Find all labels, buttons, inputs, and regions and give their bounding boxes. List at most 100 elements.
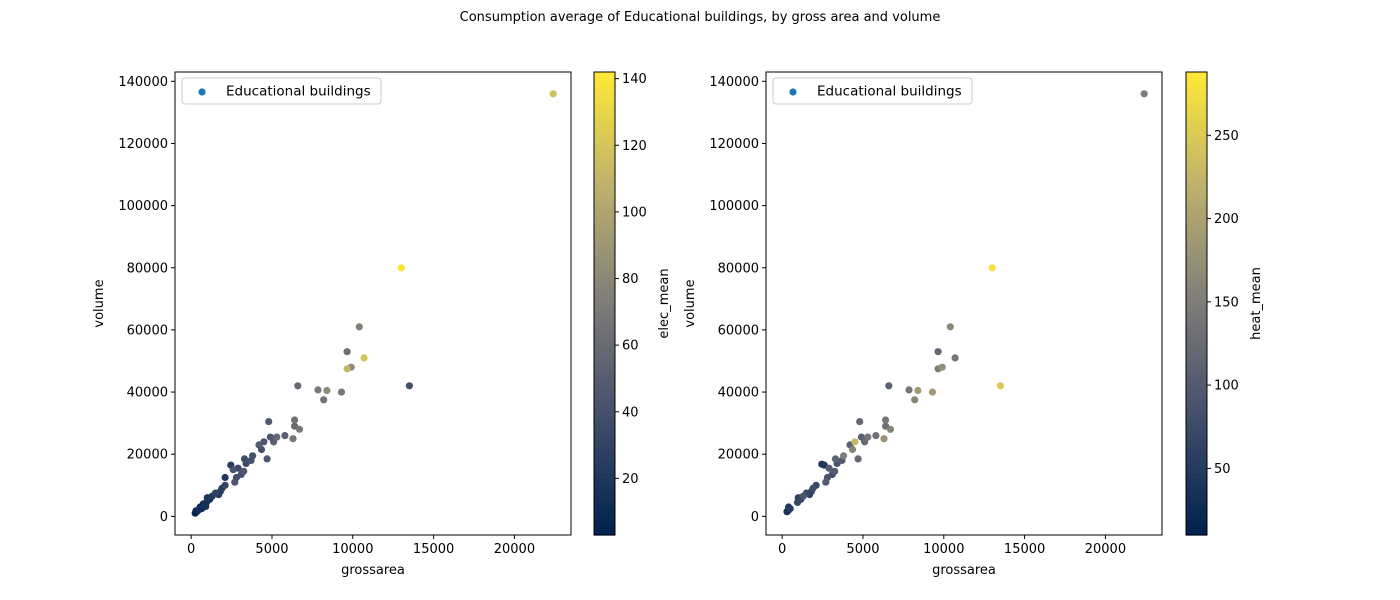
colorbar-segment bbox=[1186, 257, 1207, 263]
colorbar-segment bbox=[594, 468, 615, 474]
data-point bbox=[195, 505, 203, 514]
colorbar-segment bbox=[594, 97, 615, 104]
colorbar-segment bbox=[1186, 282, 1207, 289]
colorbar-segment bbox=[594, 421, 615, 428]
colorbar-segment bbox=[594, 524, 615, 531]
colorbar-segment bbox=[594, 318, 615, 325]
colorbar-tick-label: 100 bbox=[1214, 379, 1239, 394]
colorbar-segment bbox=[594, 411, 615, 418]
colorbar-segment bbox=[594, 154, 615, 161]
colorbar-segment bbox=[594, 221, 615, 227]
x-tick-label: 5000 bbox=[846, 542, 879, 557]
colorbar-segment bbox=[594, 354, 615, 361]
y-tick-label: 120000 bbox=[118, 137, 168, 152]
colorbar-segment bbox=[1186, 354, 1207, 361]
x-tick-label: 20000 bbox=[1085, 542, 1126, 557]
colorbar-segment bbox=[594, 252, 615, 258]
y-tick-label: 20000 bbox=[718, 448, 759, 463]
data-point bbox=[265, 418, 273, 426]
legend-label: Educational buildings bbox=[226, 84, 371, 100]
data-point bbox=[882, 416, 890, 424]
colorbar-segment bbox=[594, 396, 615, 402]
colorbar-segment bbox=[1186, 483, 1207, 490]
y-tick-label: 140000 bbox=[709, 75, 759, 90]
colorbar-segment bbox=[594, 324, 615, 330]
colorbar-tick-label: 200 bbox=[1214, 212, 1239, 227]
colorbar-segment bbox=[1186, 437, 1207, 443]
colorbar-segment bbox=[594, 108, 615, 114]
data-point bbox=[255, 441, 263, 449]
colorbar-segment bbox=[1186, 318, 1207, 325]
colorbar-segment bbox=[594, 226, 615, 233]
data-point bbox=[355, 323, 363, 331]
colorbar-segment bbox=[594, 344, 615, 351]
colorbar-segment bbox=[1186, 236, 1207, 243]
data-point bbox=[872, 432, 880, 440]
legend-box bbox=[181, 77, 382, 105]
legend-marker bbox=[789, 88, 797, 96]
colorbar-label: heat_mean bbox=[1249, 267, 1264, 340]
colorbar-segment bbox=[594, 349, 615, 356]
data-point bbox=[864, 433, 872, 441]
colorbar-segment bbox=[594, 128, 615, 135]
colorbar-segment bbox=[594, 272, 615, 279]
colorbar-segment bbox=[1186, 406, 1207, 413]
colorbar-label: elec_mean bbox=[657, 268, 672, 338]
colorbar-tick-label: 150 bbox=[1214, 295, 1239, 310]
colorbar-segment bbox=[594, 432, 615, 438]
colorbar-segment bbox=[1186, 277, 1207, 284]
colorbar-segment bbox=[1186, 118, 1207, 125]
data-point bbox=[938, 363, 946, 371]
colorbar-segment bbox=[594, 365, 615, 371]
colorbar-segment bbox=[1186, 164, 1207, 171]
colorbar-segment bbox=[1186, 303, 1207, 310]
y-tick-label: 0 bbox=[160, 510, 168, 525]
data-point bbox=[886, 425, 895, 433]
colorbar-segment bbox=[1186, 519, 1207, 526]
colorbar-segment bbox=[1186, 370, 1207, 377]
colorbar-segment bbox=[1186, 82, 1207, 89]
data-point bbox=[880, 435, 888, 443]
data-point bbox=[822, 478, 830, 486]
data-point bbox=[291, 416, 299, 424]
colorbar-segment bbox=[594, 437, 615, 443]
colorbar-segment bbox=[594, 303, 615, 310]
colorbar-segment bbox=[1186, 87, 1207, 94]
colorbar-segment bbox=[1186, 293, 1207, 299]
colorbar-segment bbox=[594, 462, 615, 469]
data-point bbox=[840, 452, 848, 460]
colorbar-segment bbox=[594, 313, 615, 320]
colorbar-segment bbox=[594, 241, 615, 248]
colorbar-segment bbox=[1186, 339, 1207, 346]
data-point bbox=[914, 386, 922, 395]
colorbar-segment bbox=[594, 416, 615, 423]
y-tick-label: 60000 bbox=[718, 323, 759, 338]
colorbar-segment bbox=[1186, 288, 1207, 294]
colorbar-segment bbox=[594, 493, 615, 500]
data-point bbox=[295, 425, 304, 433]
x-tick-label: 20000 bbox=[494, 542, 535, 557]
y-axis-label: volume bbox=[92, 279, 107, 327]
colorbar-segment bbox=[594, 519, 615, 526]
data-point bbox=[905, 386, 913, 394]
colorbar-segment bbox=[1186, 210, 1207, 217]
colorbar-segment bbox=[594, 277, 615, 284]
colorbar-segment bbox=[594, 509, 615, 516]
colorbar-segment bbox=[594, 504, 615, 510]
y-tick-label: 0 bbox=[751, 510, 759, 525]
data-point bbox=[343, 365, 351, 373]
colorbar-segment bbox=[594, 159, 615, 166]
data-point bbox=[221, 481, 229, 489]
colorbar-segment bbox=[594, 385, 615, 392]
colorbar-segment bbox=[1186, 298, 1207, 305]
colorbar-segment bbox=[594, 360, 615, 366]
colorbar-segment bbox=[1186, 200, 1207, 207]
colorbar-segment bbox=[594, 257, 615, 263]
colorbar-segment bbox=[1186, 416, 1207, 423]
colorbar-segment bbox=[594, 92, 615, 99]
data-point bbox=[229, 466, 237, 474]
colorbar-segment bbox=[594, 298, 615, 305]
scatter-plot-2: 0 5000 10000 15000 20000 0 20000 40000 60000 8000… bbox=[683, 71, 1264, 578]
legend-marker bbox=[198, 88, 206, 96]
data-point bbox=[911, 396, 919, 404]
